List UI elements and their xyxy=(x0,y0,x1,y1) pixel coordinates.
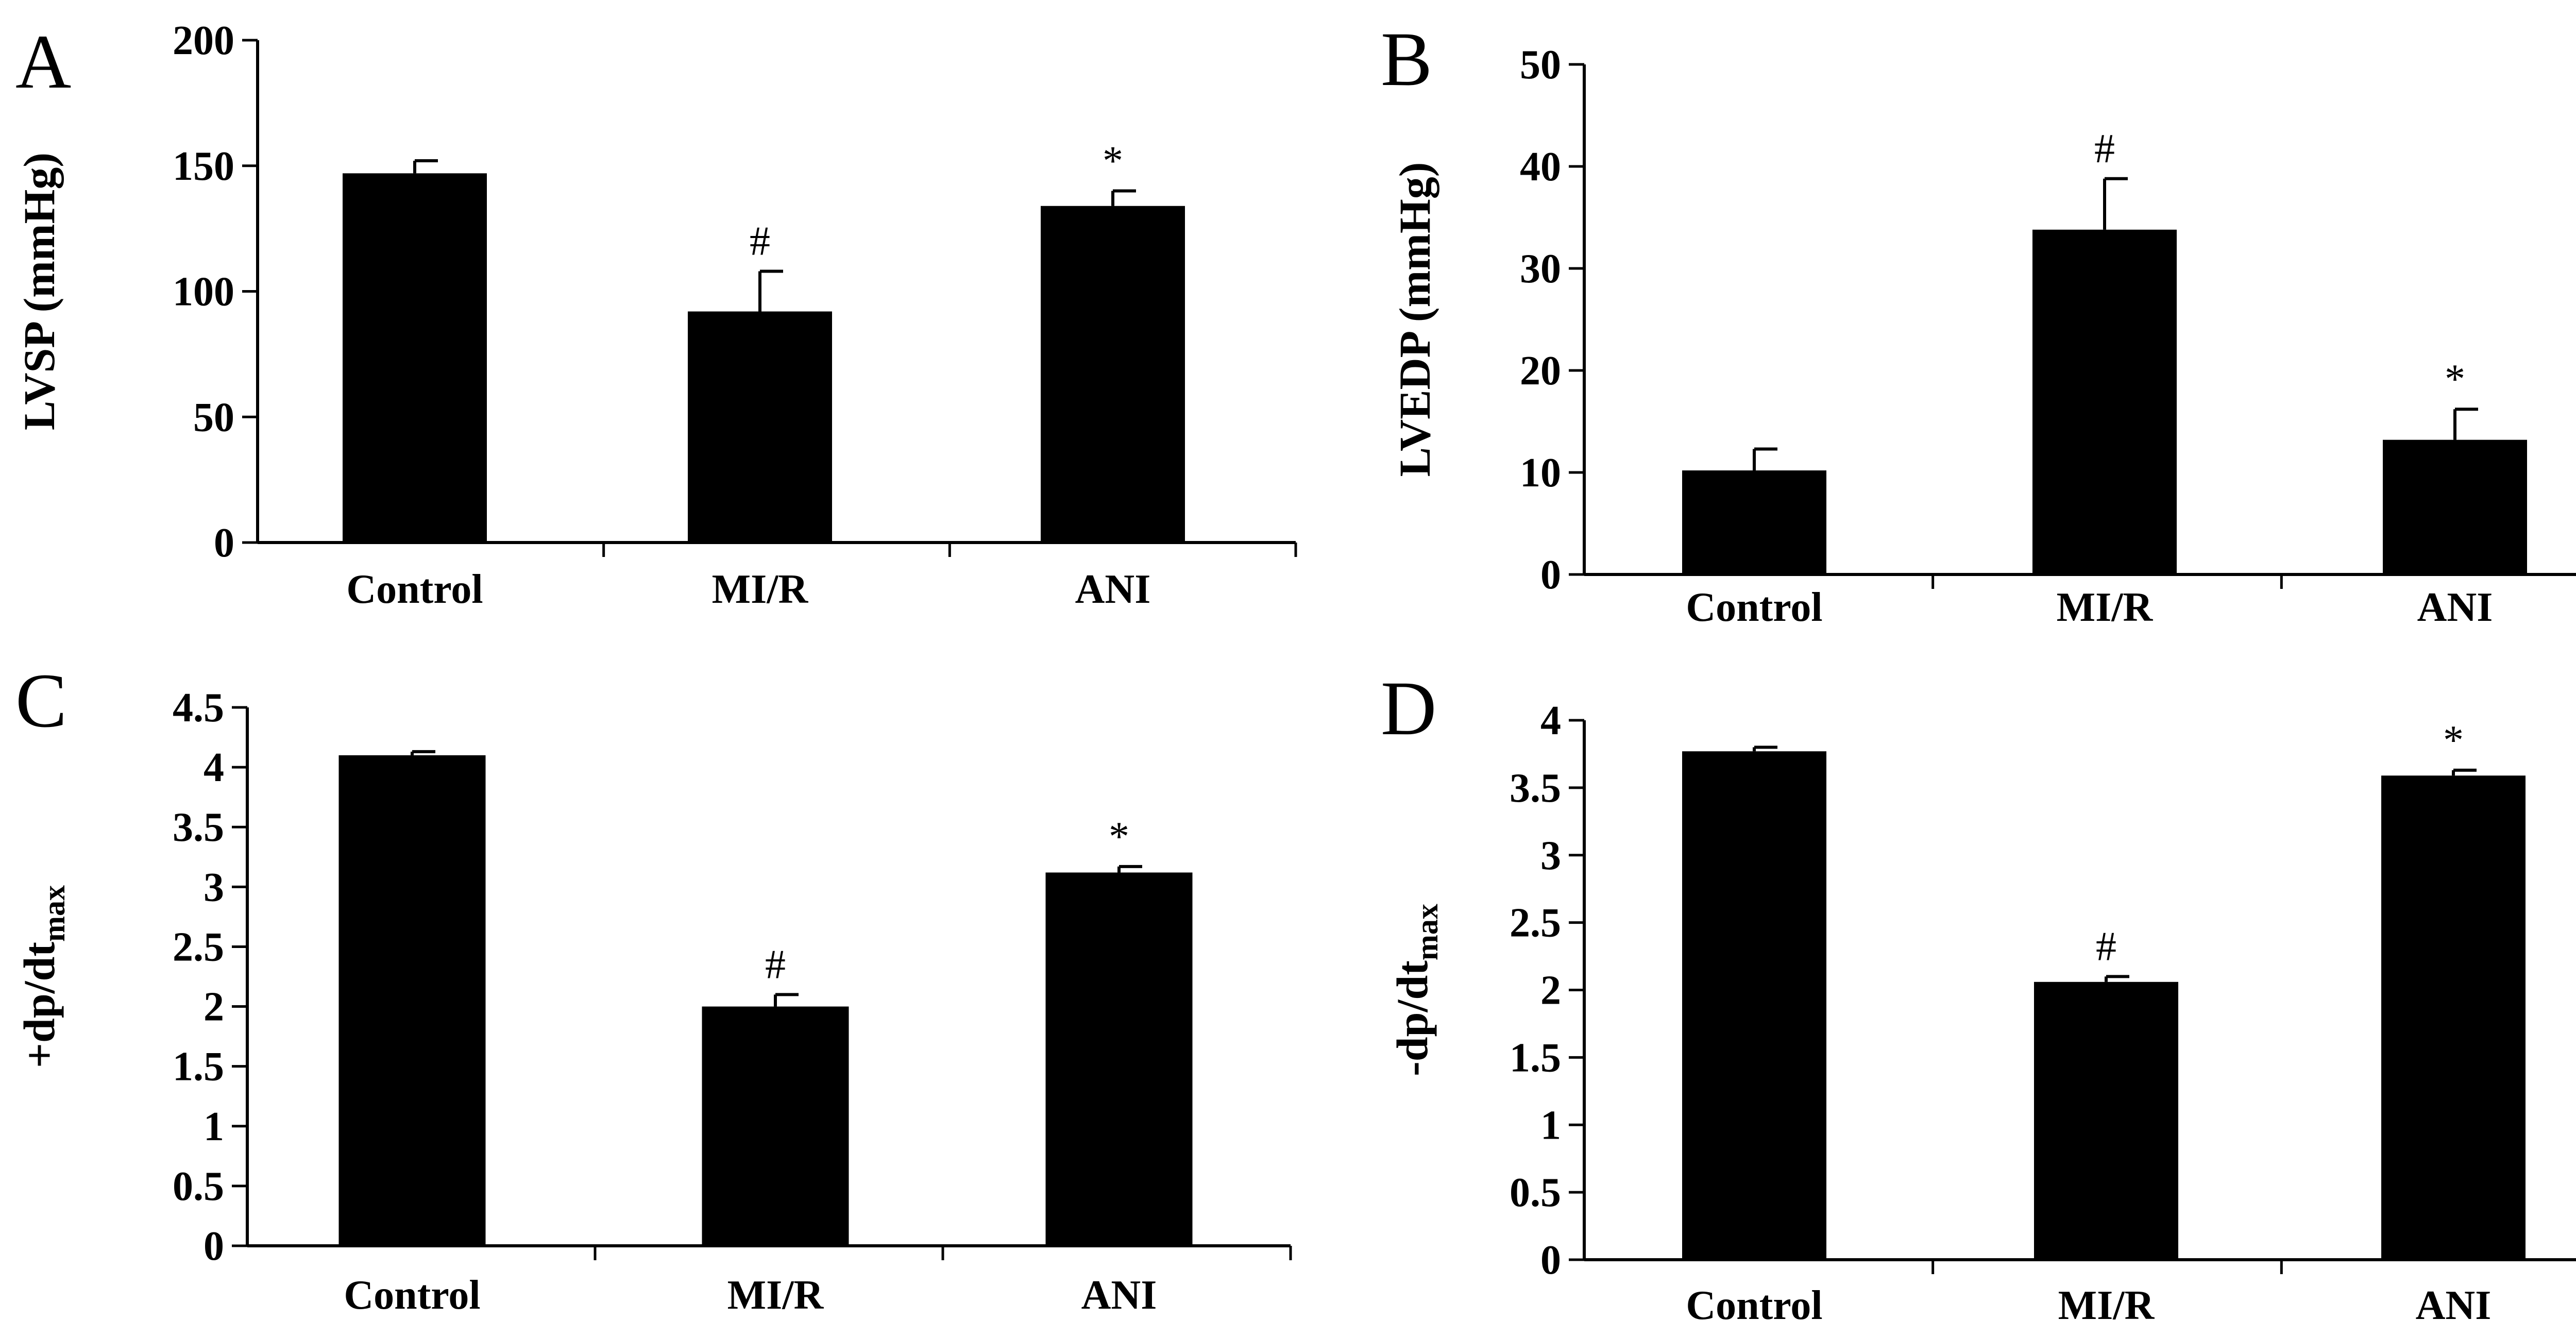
y-axis-label: +dp/dtmax xyxy=(14,885,71,1068)
y-tick-label: 4 xyxy=(1540,698,1561,743)
panel-letter: A xyxy=(15,19,71,105)
bar-ani xyxy=(2383,439,2527,574)
bar-ani xyxy=(1041,206,1185,543)
y-axis-label-subscript: max xyxy=(37,885,71,942)
y-tick-label: 0.5 xyxy=(173,1164,224,1209)
significance-mark: * xyxy=(1109,814,1129,859)
bar-mi-r xyxy=(2034,981,2178,1260)
significance-mark: # xyxy=(750,219,770,264)
y-tick-label: 3 xyxy=(204,865,224,910)
panel-letter: C xyxy=(15,658,67,743)
bar-control xyxy=(343,173,487,543)
y-tick-label: 4 xyxy=(204,745,224,790)
y-axis-label: LVSP (mmHg) xyxy=(14,153,64,430)
y-tick-label: 1.5 xyxy=(1510,1035,1561,1080)
y-tick-label: 1.5 xyxy=(173,1044,224,1090)
bar-mi-r xyxy=(688,311,832,543)
category-label: MI/R xyxy=(712,567,809,612)
significance-mark: # xyxy=(2094,126,2115,172)
y-tick-label: 1 xyxy=(1540,1103,1561,1148)
y-tick-label: 1 xyxy=(204,1104,224,1149)
bar-control xyxy=(1682,751,1826,1260)
significance-mark: * xyxy=(2443,718,2464,763)
y-tick-label: 2 xyxy=(1540,968,1561,1013)
category-label: MI/R xyxy=(2058,1283,2155,1328)
y-tick-label: 20 xyxy=(1520,348,1561,394)
y-axis-label-subscript: max xyxy=(1410,904,1444,960)
significance-mark: * xyxy=(2445,357,2465,402)
y-tick-label: 0 xyxy=(1540,1238,1561,1283)
y-tick-label: 0 xyxy=(214,520,234,566)
y-tick-label: 40 xyxy=(1520,144,1561,190)
y-tick-label: 3 xyxy=(1540,833,1561,878)
significance-mark: # xyxy=(2096,924,2116,969)
y-tick-label: 3.5 xyxy=(173,805,224,850)
panel-c: C 0 0.5 1 1.5 2 2.5 3 3.5 4 4.5 Control # MI/R * ANI +dp… xyxy=(14,658,1292,1318)
bar-control xyxy=(1682,470,1826,574)
category-label: Control xyxy=(1686,585,1822,630)
y-tick-label: 100 xyxy=(173,269,234,315)
y-tick-label: 4.5 xyxy=(173,685,224,731)
bar-mi-r xyxy=(702,1006,849,1246)
category-label: Control xyxy=(346,567,483,612)
bar-ani xyxy=(1045,872,1193,1246)
panel-b: B 0 10 20 30 40 50 Control # MI/R * ANI LVEDP (mmHg) xyxy=(1381,16,2576,630)
category-label: Control xyxy=(1686,1283,1822,1328)
y-tick-label: 0 xyxy=(1540,552,1561,598)
category-label: ANI xyxy=(1075,567,1151,612)
y-tick-label: 50 xyxy=(1520,42,1561,88)
category-label: MI/R xyxy=(2057,585,2154,630)
significance-mark: # xyxy=(765,942,786,987)
y-tick-label: 2.5 xyxy=(1510,901,1561,946)
panel-letter: B xyxy=(1381,16,1432,102)
category-label: ANI xyxy=(2417,585,2493,630)
y-tick-label: 30 xyxy=(1520,246,1561,292)
y-axis-label: -dp/dtmax xyxy=(1387,904,1444,1076)
category-label: Control xyxy=(344,1273,480,1318)
y-tick-label: 150 xyxy=(173,144,234,189)
bar-control xyxy=(338,755,486,1246)
bar-ani xyxy=(2381,775,2526,1260)
y-tick-label: 2.5 xyxy=(173,924,224,970)
category-label: MI/R xyxy=(727,1273,824,1318)
panel-a: A 0 50 100 150 200 Control # MI/R * ANI LVSP (mmHg) xyxy=(14,18,1297,612)
y-tick-label: 0.5 xyxy=(1510,1170,1561,1215)
panel-letter: D xyxy=(1381,666,1436,751)
panel-d: D 0 0.5 1 1.5 2 2.5 3 3.5 4 Control # MI/R * ANI -dp/dt… xyxy=(1381,666,2576,1328)
y-axis-label: LVEDP (mmHg) xyxy=(1390,162,1439,477)
category-label: ANI xyxy=(2416,1283,2492,1328)
category-label: ANI xyxy=(1081,1273,1157,1318)
significance-mark: * xyxy=(1103,139,1123,184)
y-tick-label: 200 xyxy=(173,18,234,63)
y-tick-label: 50 xyxy=(193,395,234,440)
y-tick-label: 3.5 xyxy=(1510,766,1561,811)
y-tick-label: 0 xyxy=(204,1224,224,1269)
bar-mi-r xyxy=(2032,229,2177,574)
y-tick-label: 2 xyxy=(204,985,224,1030)
y-tick-label: 10 xyxy=(1520,450,1561,496)
